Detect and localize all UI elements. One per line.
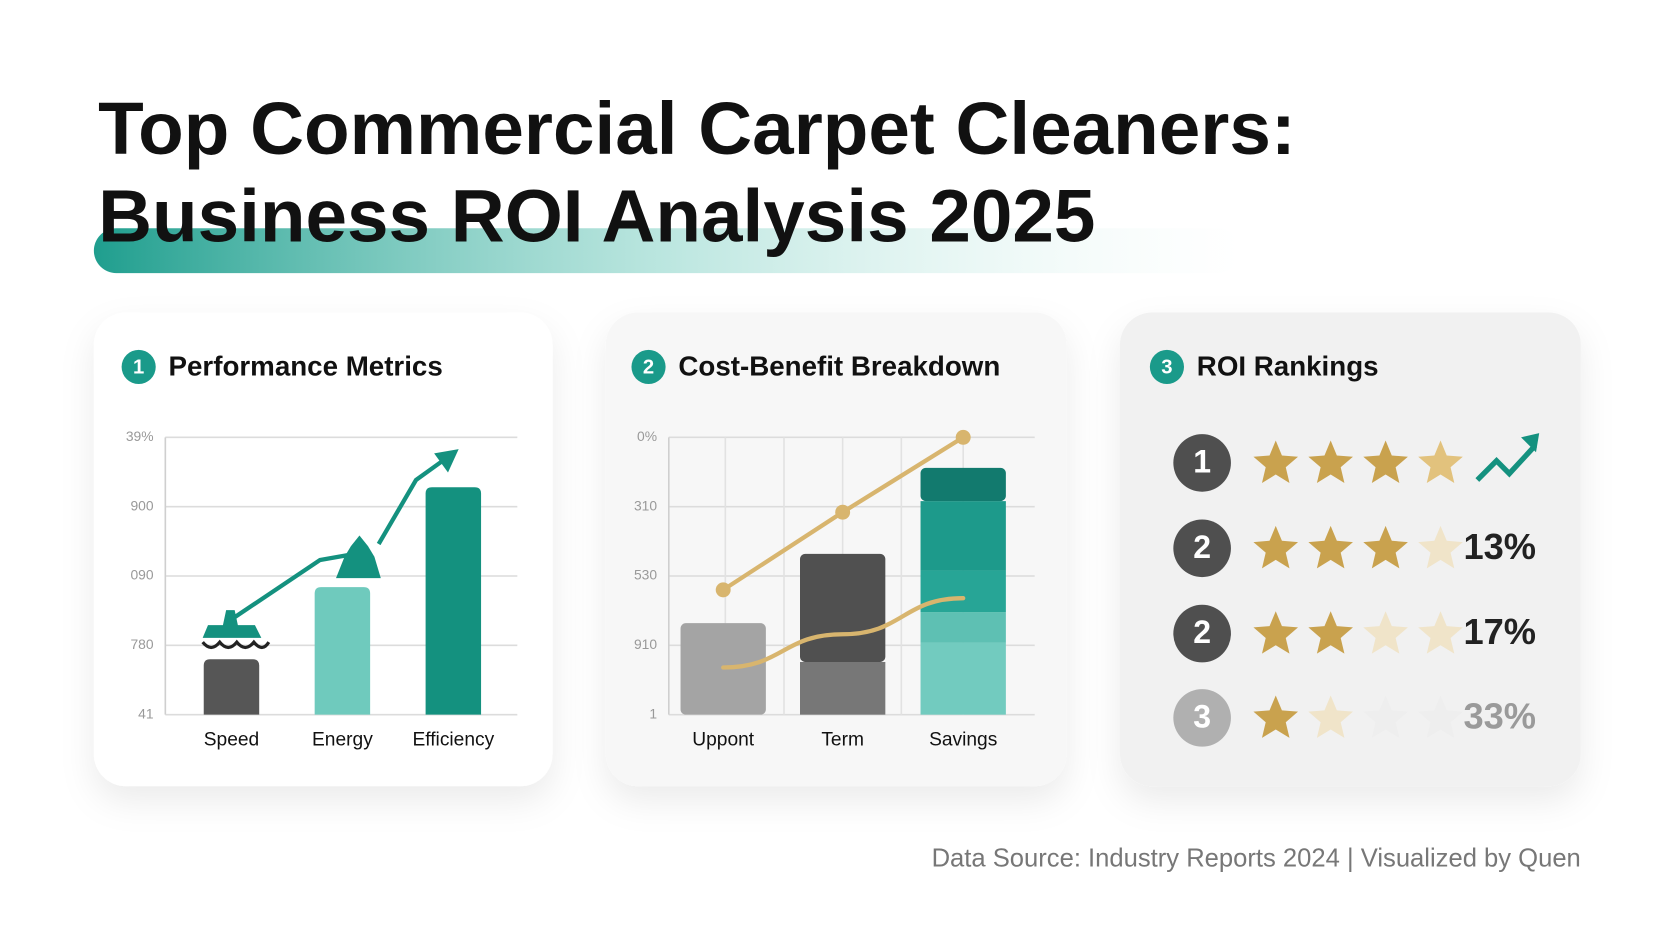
x-tick-label: Savings: [929, 729, 997, 750]
star: [1363, 525, 1408, 569]
rank-up-arrow: [1475, 444, 1537, 482]
star: [1253, 611, 1299, 654]
cleaner-icon: [201, 639, 271, 650]
trend-line: [376, 459, 444, 546]
y-tick-label: 39%: [126, 428, 154, 444]
bar-segment: [920, 467, 1006, 502]
y-tick-label: 41: [138, 705, 154, 721]
star: [1253, 525, 1299, 569]
star: [1308, 440, 1353, 483]
star: [1308, 611, 1353, 654]
title: Business ROI Analysis 2025: [98, 174, 1095, 258]
card-title: Cost-Benefit Breakdown: [678, 350, 1000, 381]
trend-arrow: [201, 449, 459, 650]
title: Top Commercial Carpet Cleaners:: [98, 86, 1296, 170]
bar-segment: [920, 570, 1006, 613]
rank-value: 13%: [1463, 526, 1536, 567]
star: [1363, 440, 1408, 483]
card-title: Performance Metrics: [169, 350, 443, 381]
cleaner-icon: [202, 610, 262, 638]
x-tick-label: Term: [821, 729, 864, 750]
footer: Data Source: Industry Reports 2024 | Vis…: [932, 844, 1581, 872]
rank-number: 2: [1193, 529, 1211, 565]
star: [1363, 695, 1408, 738]
line: [721, 596, 966, 670]
y-tick-label: 1: [649, 705, 657, 721]
x-tick-label: Speed: [204, 729, 259, 750]
bar-segment: [920, 612, 1006, 643]
y-tick-label: 780: [130, 636, 153, 652]
rank-badge: [1173, 689, 1231, 747]
y-tick-label: 900: [130, 497, 153, 513]
y-tick-label: 090: [130, 567, 153, 583]
badge-number: 3: [1161, 356, 1172, 378]
badge: [631, 349, 666, 384]
star: [1418, 695, 1463, 738]
rank-badge: [1173, 604, 1231, 663]
badge-number: 1: [133, 356, 144, 378]
arrow-head: [1521, 433, 1540, 453]
star: [1253, 695, 1299, 738]
rank-badge: [1173, 434, 1231, 492]
star: [1363, 611, 1408, 654]
star: [1418, 611, 1463, 654]
x-tick-label: Efficiency: [412, 729, 494, 750]
y-tick-label: 310: [634, 497, 657, 513]
bar: [425, 487, 482, 715]
star: [1308, 525, 1353, 569]
line-marker: [715, 582, 731, 598]
bar-segment: [800, 553, 886, 662]
y-tick-label: 530: [634, 567, 657, 583]
x-tick-label: Energy: [312, 729, 373, 750]
badge-number: 2: [643, 356, 654, 378]
star: [1253, 440, 1299, 483]
x-tick-label: Uppont: [692, 729, 755, 750]
card: [1120, 312, 1581, 787]
bar-segment: [920, 501, 1006, 571]
rank-number: 3: [1193, 698, 1211, 734]
badge: [121, 349, 156, 384]
bar: [203, 659, 260, 715]
rank-number: 2: [1193, 614, 1211, 650]
y-tick-label: 0%: [637, 428, 657, 444]
bar-segment: [800, 661, 886, 715]
bar: [314, 587, 371, 715]
cleaner-icon: [336, 535, 381, 579]
rank-number: 1: [1193, 443, 1211, 479]
y-tick-label: 910: [634, 636, 657, 652]
rank-value: 33%: [1463, 696, 1536, 737]
rank-value: 17%: [1463, 611, 1536, 652]
card-title: ROI Rankings: [1197, 350, 1379, 381]
title-highlight: [93, 228, 1241, 274]
star: [1308, 695, 1353, 738]
line-marker: [835, 504, 851, 520]
star: [1418, 525, 1463, 569]
star: [1418, 440, 1463, 483]
rank-badge: [1173, 519, 1231, 578]
badge: [1149, 349, 1184, 384]
arrow-head: [434, 449, 459, 473]
line-marker: [955, 429, 971, 445]
bar-segment: [920, 642, 1006, 715]
